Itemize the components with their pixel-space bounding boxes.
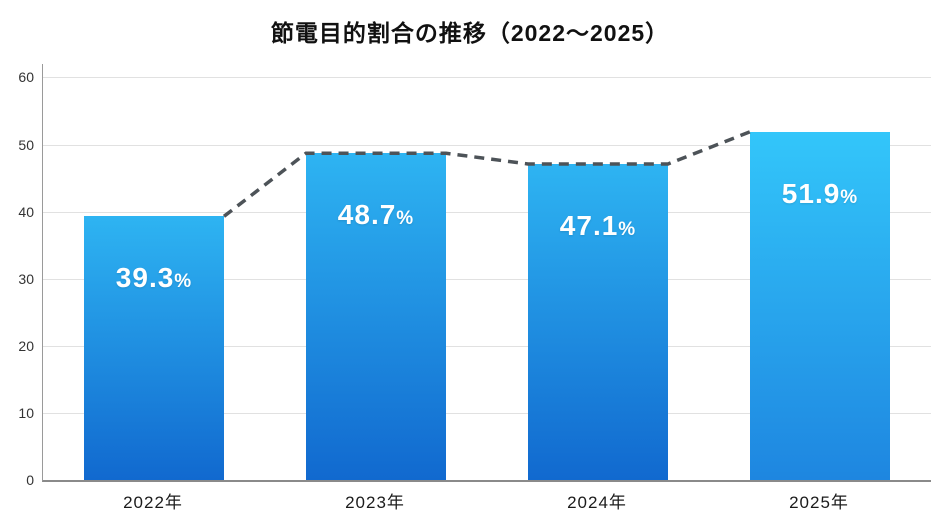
bar-value-label: 39.3%: [115, 262, 193, 294]
bar: 47.1%: [528, 163, 668, 480]
percent-sign: %: [618, 218, 637, 240]
y-tick-label: 40: [18, 203, 34, 220]
x-axis-label: 2023年: [345, 493, 405, 512]
x-axis-label: 2022年: [123, 493, 183, 512]
gridline: [43, 278, 931, 280]
bar-value-label: 48.7%: [337, 199, 415, 231]
y-tick-label: 50: [18, 136, 34, 153]
percent-sign: %: [396, 208, 415, 230]
bar: 48.7%: [306, 153, 446, 480]
x-axis-label: 2024年: [567, 493, 627, 512]
chart-title: 節電目的割合の推移（2022〜2025）: [270, 20, 670, 46]
gridline: [43, 412, 931, 414]
y-tick-label: 20: [18, 337, 34, 354]
plot-area: 39.3% 48.7% 47.1% 51.9%: [42, 64, 931, 482]
bar: 39.3%: [84, 216, 224, 480]
percent-sign: %: [840, 186, 859, 208]
y-tick-label: 30: [18, 270, 34, 287]
bar: 51.9%: [750, 131, 890, 480]
y-tick-label: 0: [26, 472, 34, 488]
percent-sign: %: [174, 271, 193, 293]
x-axis-label: 2025年: [789, 493, 849, 512]
y-tick-label: 10: [18, 404, 34, 421]
bar-value-label: 51.9%: [781, 177, 859, 209]
bar-value-label: 47.1%: [559, 209, 637, 241]
gridline: [43, 77, 931, 79]
gridline: [43, 345, 931, 347]
y-tick-label: 60: [18, 69, 34, 86]
